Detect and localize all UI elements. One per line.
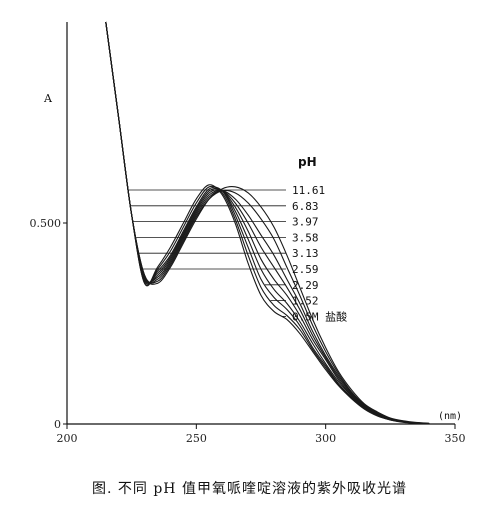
series-label: 2.29 [292, 279, 319, 292]
series-labels: 11.61 6.83 3.97 3.58 3.13 2.59 2.29 1.520.5M 盐酸 [292, 184, 347, 323]
series-label: 11.61 [292, 184, 325, 197]
x-tick-group: 200 250 300 350 [57, 424, 466, 445]
x-tick-label: 250 [186, 432, 207, 445]
series-label: 3.97 [292, 216, 319, 229]
x-tick-label: 300 [315, 432, 336, 445]
y-tick-group: 0 0.500 [30, 217, 67, 431]
spectrum-curve [105, 21, 430, 425]
y-tick-label: 0.500 [30, 217, 62, 230]
spectrum-curve [105, 21, 430, 425]
spectrum-curve [105, 21, 430, 424]
spectrum-curve [105, 21, 430, 425]
label-leaders [128, 189, 286, 317]
spectrum-curves [105, 21, 430, 425]
spectrum-curve [105, 21, 430, 425]
x-tick-label: 200 [57, 432, 78, 445]
y-tick-label: 0 [54, 418, 61, 431]
spectrum-curve [105, 21, 430, 425]
series-label: 6.83 [292, 200, 319, 213]
x-tick-label: 350 [445, 432, 466, 445]
y-axis-label: A [43, 92, 53, 105]
figure-caption: 图. 不同 pH 值甲氧哌喹啶溶液的紫外吸收光谱 [92, 481, 407, 497]
spectrum-curve [105, 21, 430, 425]
series-label: 3.58 [292, 231, 319, 244]
series-label: 2.59 [292, 263, 319, 276]
series-label: 3.13 [292, 247, 319, 260]
series-label: 1.52 [292, 295, 319, 308]
legend-ph-header: pH [298, 155, 317, 169]
series-label: 0.5M 盐酸 [292, 309, 347, 323]
chart-axes [66, 22, 455, 425]
spectrum-curve [105, 21, 430, 425]
spectrum-curve [105, 21, 430, 425]
x-axis-unit-label: (nm) [438, 411, 462, 422]
